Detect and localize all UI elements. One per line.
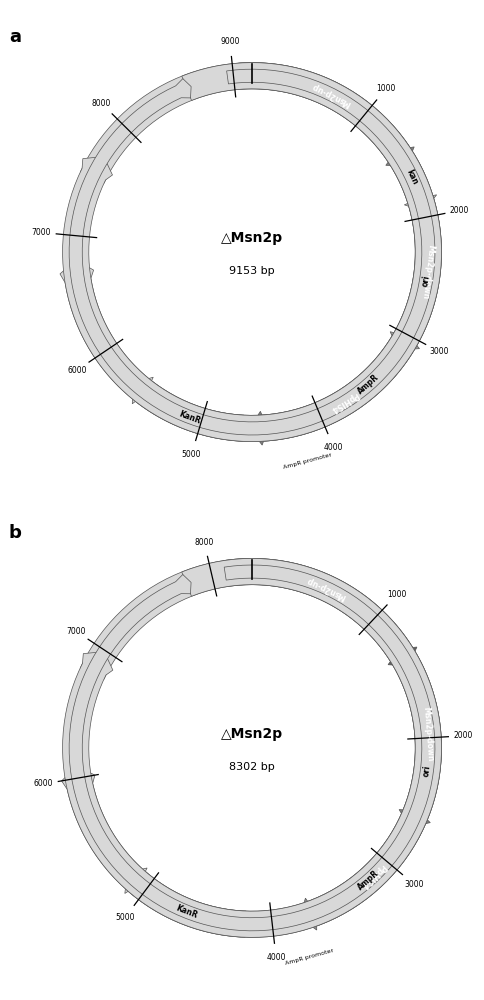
Polygon shape — [249, 334, 415, 445]
Text: 5000: 5000 — [115, 913, 135, 922]
Text: 9153 bp: 9153 bp — [229, 266, 274, 276]
Polygon shape — [238, 63, 413, 166]
Text: 4000: 4000 — [266, 953, 285, 962]
Text: Msn2p-down: Msn2p-down — [419, 244, 434, 299]
Text: ori: ori — [420, 274, 431, 287]
Polygon shape — [389, 196, 440, 350]
Polygon shape — [299, 811, 426, 930]
Polygon shape — [223, 558, 416, 666]
Polygon shape — [62, 558, 440, 937]
Text: 5000: 5000 — [182, 450, 201, 459]
Text: 8302 bp: 8302 bp — [228, 762, 274, 772]
Text: AmpR: AmpR — [355, 869, 380, 892]
Text: KanR: KanR — [175, 904, 199, 920]
Polygon shape — [61, 558, 440, 937]
Text: 2000: 2000 — [449, 206, 468, 215]
Text: ori: ori — [421, 765, 431, 777]
Text: a: a — [9, 28, 21, 46]
Text: 3000: 3000 — [428, 347, 448, 356]
Polygon shape — [62, 63, 440, 442]
Text: PpHIS4: PpHIS4 — [328, 390, 359, 414]
Text: 7000: 7000 — [66, 627, 85, 636]
Polygon shape — [124, 868, 245, 937]
Polygon shape — [69, 565, 434, 931]
Polygon shape — [388, 149, 436, 211]
Text: Msn2p-down: Msn2p-down — [421, 707, 434, 762]
Text: △Msn2p: △Msn2p — [221, 727, 283, 741]
Text: △Msn2p: △Msn2p — [221, 231, 283, 245]
Text: 4000: 4000 — [323, 443, 343, 452]
Text: 8000: 8000 — [92, 99, 111, 108]
Polygon shape — [60, 63, 440, 442]
Text: 6000: 6000 — [34, 779, 53, 788]
Polygon shape — [132, 377, 243, 441]
Text: AmpR: AmpR — [356, 373, 380, 396]
Text: AmpR promoter: AmpR promoter — [282, 452, 332, 470]
Text: KanR: KanR — [178, 409, 202, 425]
Text: 1000: 1000 — [387, 590, 406, 599]
Polygon shape — [391, 649, 440, 827]
Text: AmpR promoter: AmpR promoter — [284, 948, 333, 966]
Text: Msn2p-up: Msn2p-up — [304, 575, 347, 601]
Polygon shape — [69, 69, 434, 435]
Text: PpHIS4: PpHIS4 — [358, 862, 387, 890]
Text: Msn2p-up: Msn2p-up — [309, 81, 351, 108]
Text: kan: kan — [404, 168, 418, 186]
Text: 7000: 7000 — [32, 228, 51, 237]
Text: 2000: 2000 — [453, 731, 472, 740]
Text: b: b — [9, 524, 22, 542]
Text: 8000: 8000 — [194, 538, 213, 547]
Text: 1000: 1000 — [376, 84, 395, 93]
Text: 9000: 9000 — [220, 37, 239, 46]
Text: 6000: 6000 — [67, 366, 86, 375]
Text: 3000: 3000 — [403, 880, 423, 889]
